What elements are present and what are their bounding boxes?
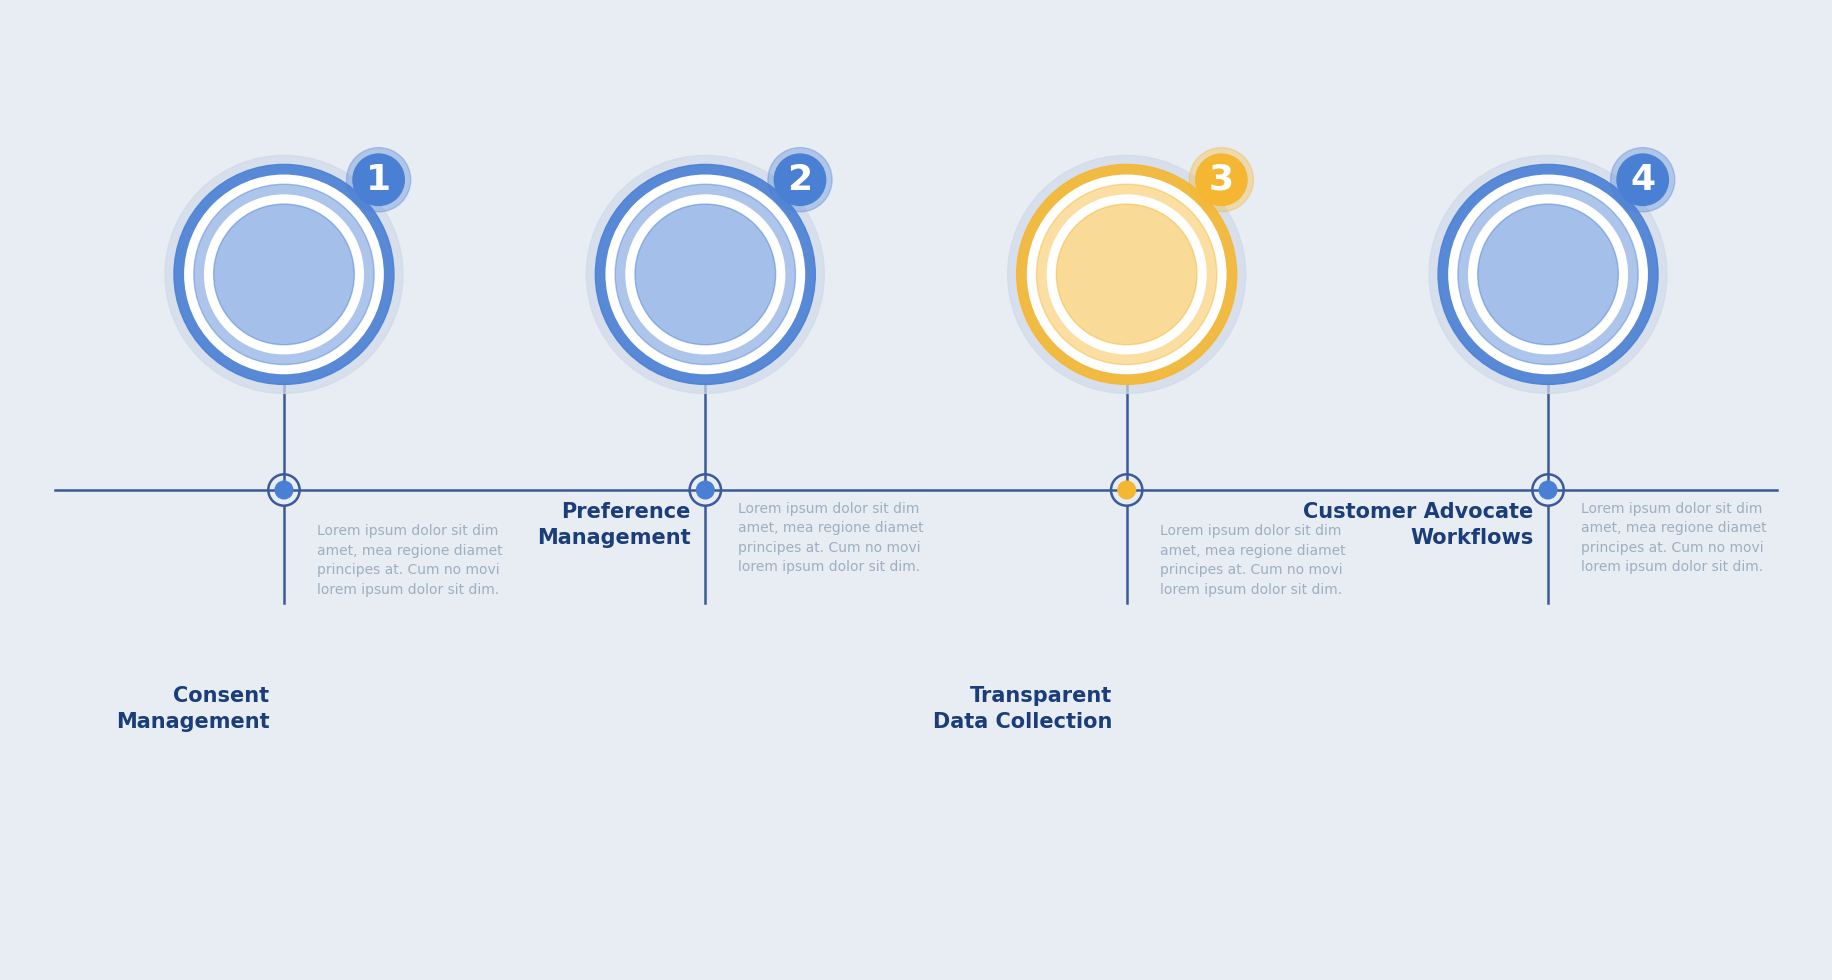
Ellipse shape (165, 156, 403, 393)
Ellipse shape (346, 148, 410, 212)
Ellipse shape (354, 154, 405, 206)
Text: 3: 3 (1209, 163, 1235, 197)
Text: Customer Advocate
Workflows: Customer Advocate Workflows (1303, 502, 1533, 548)
Ellipse shape (275, 481, 293, 499)
Ellipse shape (1008, 156, 1246, 393)
Ellipse shape (1429, 156, 1667, 393)
Text: 2: 2 (788, 163, 813, 197)
Text: 1: 1 (366, 163, 392, 197)
Text: Lorem ipsum dolor sit dim
amet, mea regione diamet
principes at. Cum no movi
lor: Lorem ipsum dolor sit dim amet, mea regi… (1581, 502, 1766, 574)
Ellipse shape (775, 154, 826, 206)
Ellipse shape (214, 204, 354, 345)
Ellipse shape (1048, 195, 1205, 354)
Ellipse shape (1057, 204, 1196, 345)
Text: Transparent
Data Collection: Transparent Data Collection (932, 686, 1112, 732)
Ellipse shape (1028, 175, 1226, 373)
Text: Consent
Management: Consent Management (115, 686, 269, 732)
Ellipse shape (1610, 148, 1674, 212)
Ellipse shape (696, 481, 714, 499)
Ellipse shape (205, 195, 363, 354)
Ellipse shape (1189, 148, 1253, 212)
Ellipse shape (194, 184, 374, 365)
Ellipse shape (1478, 204, 1618, 345)
Ellipse shape (586, 156, 824, 393)
Text: Preference
Management: Preference Management (537, 502, 691, 548)
Ellipse shape (1438, 165, 1658, 384)
Ellipse shape (595, 165, 815, 384)
Ellipse shape (174, 165, 394, 384)
Ellipse shape (1196, 154, 1248, 206)
Ellipse shape (768, 148, 832, 212)
Ellipse shape (616, 184, 795, 365)
Ellipse shape (1539, 481, 1557, 499)
Ellipse shape (1449, 175, 1647, 373)
Ellipse shape (1458, 184, 1638, 365)
Ellipse shape (1017, 165, 1237, 384)
Ellipse shape (1469, 195, 1627, 354)
Text: Lorem ipsum dolor sit dim
amet, mea regione diamet
principes at. Cum no movi
lor: Lorem ipsum dolor sit dim amet, mea regi… (738, 502, 923, 574)
Ellipse shape (627, 195, 784, 354)
Ellipse shape (636, 204, 775, 345)
Text: Lorem ipsum dolor sit dim
amet, mea regione diamet
principes at. Cum no movi
lor: Lorem ipsum dolor sit dim amet, mea regi… (1160, 524, 1345, 597)
Ellipse shape (185, 175, 383, 373)
Ellipse shape (606, 175, 804, 373)
Text: Lorem ipsum dolor sit dim
amet, mea regione diamet
principes at. Cum no movi
lor: Lorem ipsum dolor sit dim amet, mea regi… (317, 524, 502, 597)
Ellipse shape (1037, 184, 1216, 365)
Ellipse shape (1118, 481, 1136, 499)
Text: 4: 4 (1630, 163, 1656, 197)
Ellipse shape (1618, 154, 1669, 206)
